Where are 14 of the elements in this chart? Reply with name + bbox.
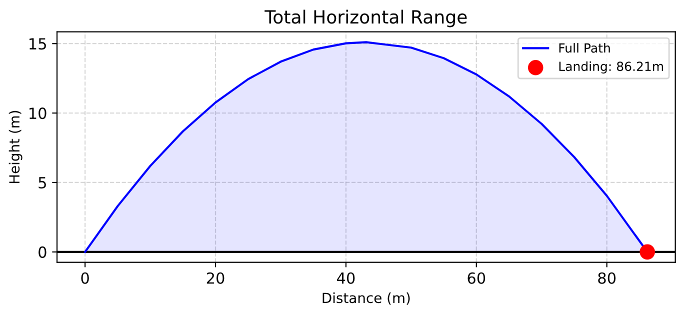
chart-title: Total Horizontal Range [264, 10, 467, 28]
x-axis-title: Distance (m) [322, 292, 410, 305]
y-axis-title: Height (m) [8, 110, 22, 184]
y-tick-label: 5 [38, 177, 46, 189]
y-tick-label: 0 [38, 246, 46, 258]
y-tick-label: 10 [30, 108, 46, 120]
y-tick-label: 15 [30, 38, 46, 50]
x-tick-label: 80 [598, 272, 616, 284]
legend-label: Full Path [559, 43, 610, 53]
x-tick-label: 40 [336, 272, 355, 284]
x-tick-label: 0 [81, 272, 89, 284]
x-tick-label: 60 [468, 272, 486, 284]
legend-label: Landing: 86.21m [559, 61, 664, 74]
x-tick-label: 20 [206, 272, 224, 284]
